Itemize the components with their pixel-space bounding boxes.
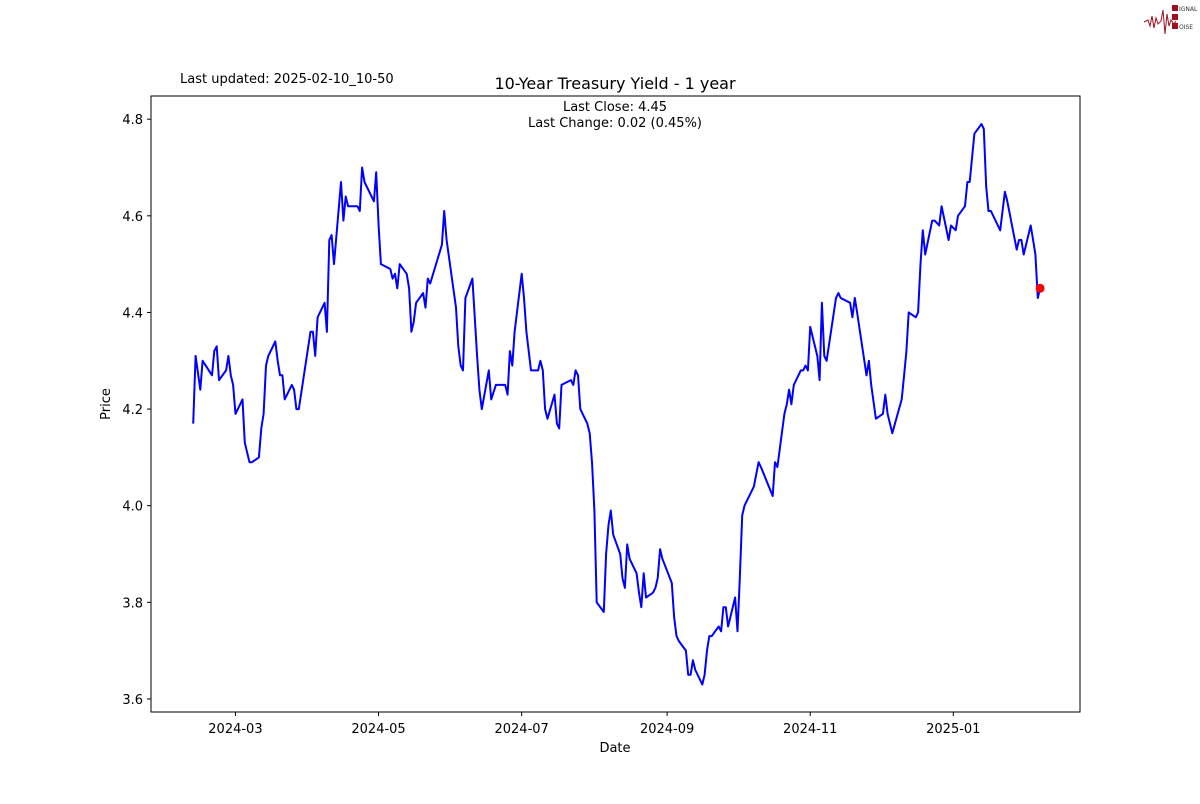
signal-2-noise-logo: IGNAL OISE [1143,5,1198,35]
last-close-annotation: Last Close: 4.45 [563,100,667,115]
y-tick-label: 3.8 [122,596,143,611]
y-tick-label: 4.0 [122,500,143,515]
x-axis-ticks: 2024-03 2024-05 2024-07 2024-09 2024-11 2025-… [208,712,980,737]
y-tick-label: 4.8 [122,113,143,128]
x-tick-label: 2025-01 [926,722,980,737]
x-tick-label: 2024-09 [640,722,694,737]
x-axis-label: Date [599,741,630,756]
y-tick-label: 4.2 [122,403,143,418]
svg-text:IGNAL: IGNAL [1179,6,1198,13]
x-tick-label: 2024-07 [494,722,548,737]
y-axis-ticks: 3.6 3.8 4.0 4.2 4.4 4.6 4.8 [122,113,151,708]
y-tick-label: 3.6 [122,693,143,708]
y-axis-label: Price [99,388,114,420]
y-tick-label: 4.6 [122,210,143,225]
series-line [192,123,1042,686]
last-updated-label: Last updated: 2025-02-10_10-50 [180,72,394,87]
svg-text:OISE: OISE [1179,24,1193,31]
x-tick-label: 2024-11 [783,722,837,737]
plot-area [150,95,1081,713]
y-tick-label: 4.4 [122,306,143,321]
chart-title: 10-Year Treasury Yield - 1 year [494,74,736,93]
last-change-annotation: Last Change: 0.02 (0.45%) [528,116,702,131]
x-tick-label: 2024-03 [208,722,262,737]
last-close-marker [1035,283,1045,293]
x-tick-label: 2024-05 [351,722,405,737]
